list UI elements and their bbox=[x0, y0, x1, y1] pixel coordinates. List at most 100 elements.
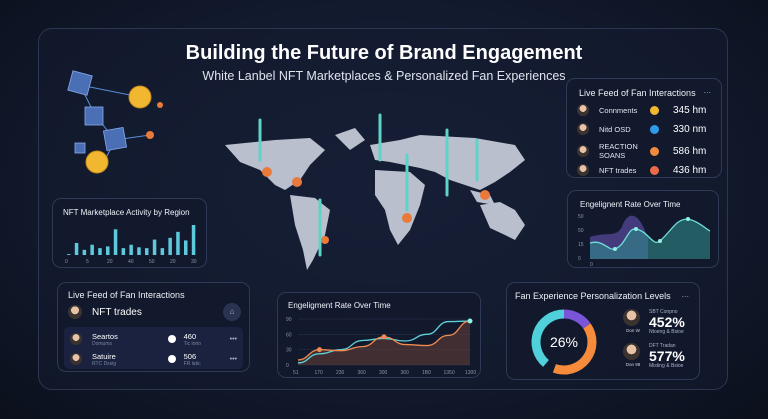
bar bbox=[184, 240, 188, 255]
panel-title: Fan Experience Personalization Levels bbox=[515, 291, 671, 301]
x-tick: 40 bbox=[128, 259, 134, 265]
x-tick: 30 bbox=[191, 259, 197, 265]
x-tick: 230 bbox=[336, 370, 345, 376]
person-stat: Don W SBT Conpno 452% Ntoeng & Bsioe bbox=[623, 309, 685, 335]
person-stat: Don 98 DFT Tradan 577% Misting & Bsioe bbox=[623, 343, 685, 369]
status-dot-icon bbox=[650, 105, 659, 115]
donut-segment bbox=[552, 323, 597, 375]
status-dot-icon bbox=[650, 124, 659, 134]
panel-title: Live Feed of Fan Interactions bbox=[579, 88, 696, 98]
bar bbox=[137, 247, 141, 255]
x-tick: 300 bbox=[379, 370, 388, 376]
avatar bbox=[623, 309, 640, 326]
feed-item[interactable]: NFT trades 436 hm bbox=[577, 161, 711, 179]
y-tick: 50 bbox=[578, 214, 584, 220]
more-menu-icon[interactable]: ... bbox=[681, 289, 689, 299]
feed-item-name: Seartos bbox=[92, 331, 118, 341]
donut-segment bbox=[563, 309, 591, 329]
engagement-area-chart: 50 50 15 0 0 bbox=[578, 214, 711, 267]
page-subtitle: White Lanbel NFT Marketplaces & Personal… bbox=[202, 69, 566, 83]
x-tick: 360 bbox=[401, 370, 410, 376]
live-feed-panel-top: Live Feed of Fan Interactions ... Connme… bbox=[566, 78, 722, 178]
status-dot-icon bbox=[167, 335, 176, 343]
feed-item-label: Connments bbox=[599, 105, 638, 115]
more-menu-icon[interactable]: ... bbox=[703, 85, 711, 95]
feed-item-value-sub: FR latic bbox=[183, 360, 201, 367]
bar bbox=[113, 229, 118, 255]
upload-button[interactable]: ⌂ bbox=[223, 303, 241, 321]
feed-item-value: 460 bbox=[183, 331, 197, 341]
x-tick: 1350 bbox=[444, 370, 455, 376]
feed-item[interactable]: Connments 345 hm bbox=[577, 101, 711, 119]
bar bbox=[67, 254, 71, 255]
y-tick: 30 bbox=[286, 348, 292, 354]
engagement-panel-middle: Engeligment Rate Over Time 90 60 30 0 51 170 2… bbox=[277, 292, 481, 378]
bar bbox=[191, 225, 196, 255]
bar bbox=[106, 246, 110, 255]
nft-activity-bar-chart: 0 5 20 40 50 20 30 bbox=[65, 225, 197, 265]
status-dot-icon bbox=[650, 146, 659, 156]
person-caption: DFT Tradan bbox=[649, 343, 676, 349]
bar bbox=[152, 239, 157, 255]
feed-item-value: 345 hm bbox=[673, 104, 707, 116]
nft-activity-panel: NFT Marketplace Activity by Region 0 5 20 4… bbox=[52, 198, 207, 268]
y-tick: 0 bbox=[578, 256, 581, 262]
bar bbox=[168, 237, 172, 255]
x-tick: 1300 bbox=[465, 370, 476, 376]
engagement-panel-right: Engelignent Rate Over Time 50 50 15 0 0 bbox=[567, 190, 719, 268]
donut-segment bbox=[531, 309, 565, 367]
feed-item-sub: RTC Dssig bbox=[92, 360, 117, 367]
panel-title: NFT Marketplace Activity by Region bbox=[63, 208, 190, 217]
bar bbox=[98, 248, 102, 255]
status-dot-icon bbox=[650, 165, 659, 175]
bar bbox=[82, 249, 87, 255]
feed-item[interactable]: Nitd OSD 330 nm bbox=[577, 120, 711, 138]
panel-title: Live Feed of Fan Interactions bbox=[68, 290, 185, 300]
x-tick: 0 bbox=[65, 259, 68, 265]
x-tick: 5 bbox=[86, 259, 89, 265]
x-tick: 50 bbox=[149, 259, 155, 265]
data-point bbox=[317, 347, 322, 353]
y-tick: 60 bbox=[286, 332, 292, 338]
person-caption: SBT Conpno bbox=[649, 309, 678, 315]
feed-item[interactable]: Satuire RTC Dssig 506 FR latic ••• bbox=[70, 350, 237, 368]
x-tick: 0 bbox=[590, 262, 593, 267]
feed-item-value: 436 hm bbox=[673, 164, 707, 176]
person-sub: Misting & Bsioe bbox=[649, 363, 684, 369]
bar bbox=[160, 248, 165, 255]
more-options-icon[interactable]: ••• bbox=[229, 355, 237, 363]
person-value: 577% bbox=[649, 348, 685, 364]
x-tick: 20 bbox=[170, 259, 176, 265]
bar bbox=[74, 243, 79, 255]
feed-item-value: 586 hm bbox=[673, 145, 707, 157]
avatar bbox=[70, 353, 82, 365]
data-point bbox=[381, 334, 387, 340]
feed-header-label: NFT trades bbox=[92, 306, 142, 318]
y-tick: 15 bbox=[578, 242, 584, 248]
x-tick: 20 bbox=[107, 259, 113, 265]
feed-item[interactable]: REACTION SOANS 586 hm bbox=[577, 142, 711, 160]
bar bbox=[121, 248, 126, 255]
person-value: 452% bbox=[649, 314, 685, 330]
personalization-panel: Fan Experience Personalization Levels ..… bbox=[506, 282, 700, 380]
blockchain-illustration bbox=[67, 70, 163, 174]
orange-area bbox=[298, 321, 470, 365]
feed-item-value-sub: Tic lorio bbox=[183, 340, 201, 347]
page-title: Building the Future of Brand Engagement bbox=[185, 42, 583, 64]
world-map bbox=[225, 113, 525, 270]
avatar bbox=[577, 145, 589, 157]
person-tag: Don 98 bbox=[625, 362, 641, 367]
avatar bbox=[577, 123, 589, 135]
more-options-icon[interactable]: ••• bbox=[229, 335, 237, 343]
feed-item-label: NFT trades bbox=[599, 165, 637, 175]
live-feed-panel-bottom: Live Feed of Fan Interactions NFT trades… bbox=[57, 282, 250, 372]
avatar bbox=[70, 333, 82, 345]
status-dot-icon bbox=[167, 355, 176, 363]
y-tick: 50 bbox=[578, 228, 584, 234]
avatar bbox=[577, 104, 589, 116]
bar bbox=[90, 244, 94, 255]
feed-item-name: Satuire bbox=[92, 351, 116, 361]
bar bbox=[176, 231, 180, 255]
feed-item[interactable]: Seartos Domums 460 Tic lorio ••• bbox=[70, 330, 237, 348]
